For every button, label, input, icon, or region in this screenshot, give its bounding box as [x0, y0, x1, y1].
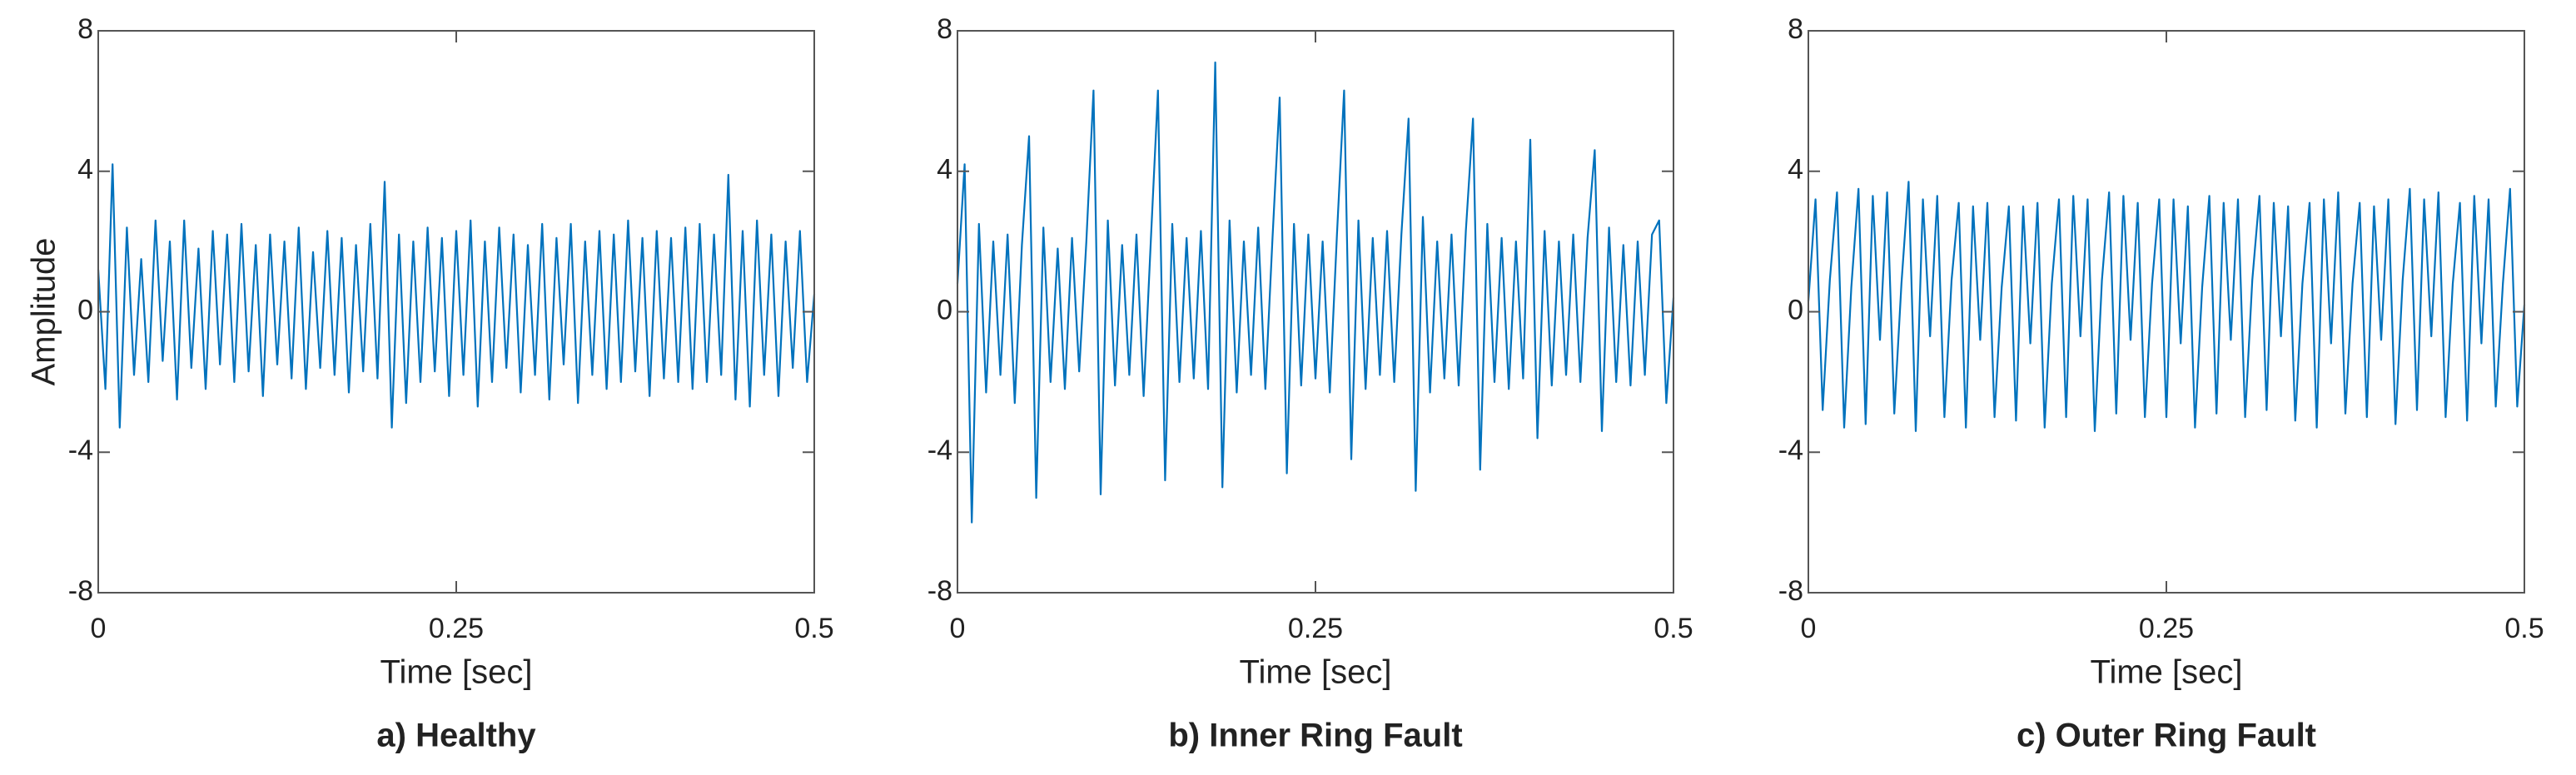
plot-frame [1808, 30, 2525, 594]
chart-panel: -8 -4 0 4 8 0 0.25 0.5 Time [sec] a) Healthy Ampli… [26, 13, 834, 754]
y-tick-label: 4 [77, 154, 93, 186]
x-tick-label: 0.5 [2504, 613, 2544, 644]
chart-title: b) Inner Ring Fault [1168, 718, 1462, 754]
y-tick-label: 8 [77, 13, 93, 45]
x-tick-label: 0 [950, 613, 966, 644]
y-tick-label: -8 [68, 575, 93, 607]
y-tick-label: -4 [927, 435, 952, 466]
x-tick-label: 0.25 [429, 613, 484, 644]
signal-line [1807, 181, 2526, 433]
x-axis-label: Time [sec] [1240, 654, 1392, 691]
chart-title: c) Outer Ring Fault [2017, 718, 2316, 754]
y-axis-label: Amplitude [26, 238, 62, 386]
y-tick-label: 0 [1788, 294, 1803, 325]
y-tick-label: 8 [1788, 13, 1803, 45]
y-tick-label: -8 [927, 575, 952, 607]
x-axis-label: Time [sec] [380, 654, 533, 691]
y-tick-label: -8 [1778, 575, 1803, 607]
x-tick-label: 0.5 [794, 613, 833, 644]
y-tick-label: 8 [937, 13, 952, 45]
y-tick-label: -4 [1778, 435, 1803, 466]
y-tick-label: 4 [1788, 154, 1803, 186]
signal-line [956, 61, 1675, 524]
y-tick-label: -4 [68, 435, 93, 466]
x-tick-label: 0 [1801, 613, 1817, 644]
x-axis-label: Time [sec] [2091, 654, 2243, 691]
chart-title: a) Healthy [376, 718, 536, 754]
y-tick-label: 0 [77, 294, 93, 325]
x-tick-label: 0.25 [2139, 613, 2194, 644]
x-tick-label: 0 [91, 613, 107, 644]
chart-panel: -8 -4 0 4 8 0 0.25 0.5 Time [sec] b) Inner Ring F… [927, 13, 1693, 754]
y-tick-label: 4 [937, 154, 952, 186]
y-tick-label: 0 [937, 294, 952, 325]
plot-frame [957, 30, 1674, 594]
signal-line [97, 163, 816, 429]
x-tick-label: 0.5 [1654, 613, 1693, 644]
plot-frame [97, 30, 815, 594]
chart-panel: -8 -4 0 4 8 0 0.25 0.5 Time [sec] c) Outer Ring F… [1778, 13, 2544, 754]
x-tick-label: 0.25 [1288, 613, 1343, 644]
